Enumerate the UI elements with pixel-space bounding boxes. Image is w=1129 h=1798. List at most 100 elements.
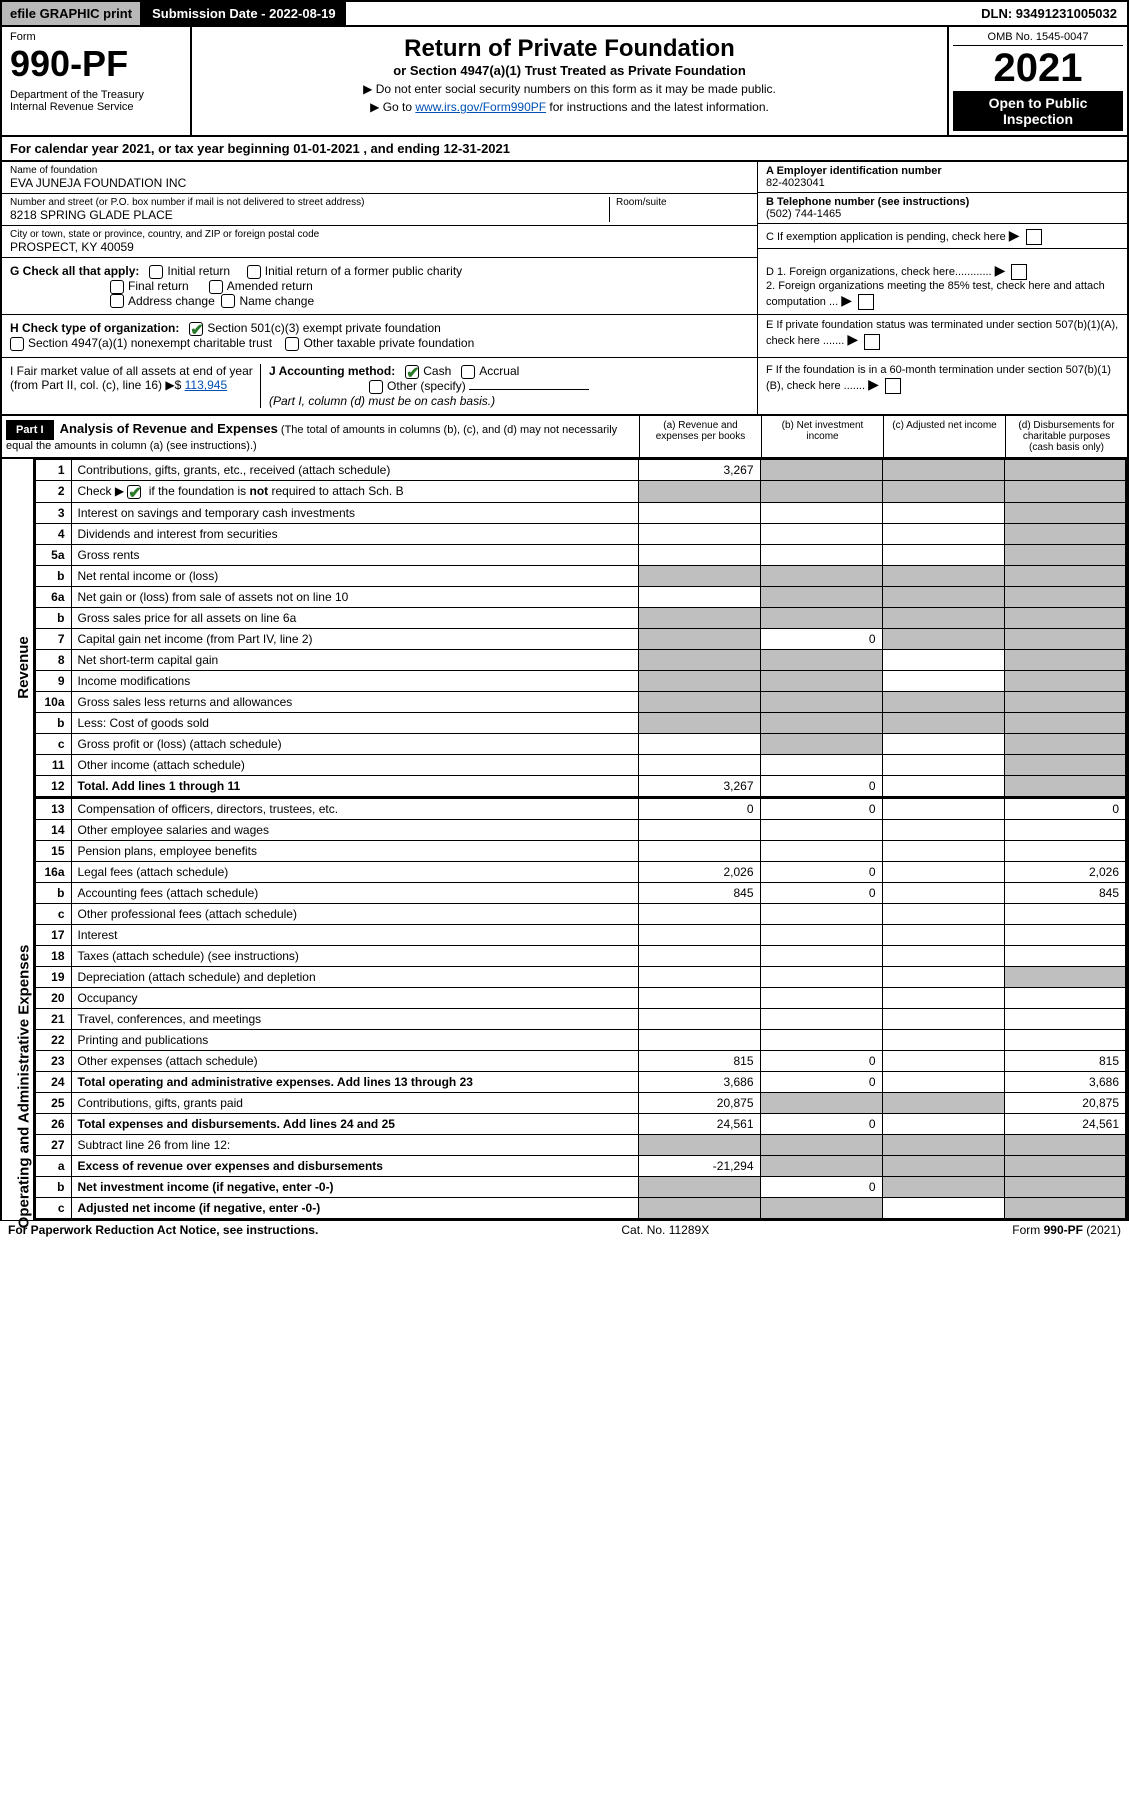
part1-title-cell: Part I Analysis of Revenue and Expenses …	[2, 416, 639, 457]
address-cell: Number and street (or P.O. box number if…	[2, 194, 757, 226]
c-checkbox[interactable]	[1026, 229, 1042, 245]
cb-accrual[interactable]	[461, 365, 475, 379]
row-25: 25Contributions, gifts, grants paid20,87…	[35, 1092, 1126, 1113]
row-6a: 6aNet gain or (loss) from sale of assets…	[35, 586, 1126, 607]
side-expenses-text: Operating and Administrative Expenses	[15, 944, 32, 1228]
row-27a: aExcess of revenue over expenses and dis…	[35, 1155, 1126, 1176]
cb-initial-return[interactable]	[149, 265, 163, 279]
i-value: 113,945	[185, 378, 228, 392]
form-subtitle: or Section 4947(a)(1) Trust Treated as P…	[200, 63, 939, 78]
row-4: 4Dividends and interest from securities	[35, 523, 1126, 544]
cb-cash[interactable]	[405, 365, 419, 379]
side-revenue-text: Revenue	[15, 636, 32, 699]
analysis-wrap: Revenue 1Contributions, gifts, grants, e…	[0, 459, 1129, 798]
cb-name-change[interactable]	[221, 294, 235, 308]
row-7: 7Capital gain net income (from Part IV, …	[35, 628, 1126, 649]
opt-addrchg: Address change	[128, 294, 215, 308]
form-title: Return of Private Foundation	[200, 35, 939, 63]
h-section: H Check type of organization: Section 50…	[2, 315, 757, 357]
row-22: 22Printing and publications	[35, 1029, 1126, 1050]
f-section: F If the foundation is in a 60-month ter…	[757, 358, 1127, 414]
info-grid: Name of foundation EVA JUNEJA FOUNDATION…	[0, 162, 1129, 258]
cb-schb[interactable]	[127, 485, 141, 499]
cb-address-change[interactable]	[110, 294, 124, 308]
row-15: 15Pension plans, employee benefits	[35, 840, 1126, 861]
dept-treasury: Department of the Treasury Internal Reve…	[10, 89, 182, 113]
cb-501c3[interactable]	[189, 322, 203, 336]
phone-value: (502) 744-1465	[766, 208, 841, 220]
cb-initial-former[interactable]	[247, 265, 261, 279]
room-label: Room/suite	[616, 197, 749, 208]
row-3: 3Interest on savings and temporary cash …	[35, 502, 1126, 523]
row-5b: bNet rental income or (loss)	[35, 565, 1126, 586]
row-14: 14Other employee salaries and wages	[35, 819, 1126, 840]
row-18: 18Taxes (attach schedule) (see instructi…	[35, 945, 1126, 966]
c-cell: C If exemption application is pending, c…	[758, 224, 1127, 249]
j-note: (Part I, column (d) must be on cash basi…	[269, 394, 495, 408]
page-footer: For Paperwork Reduction Act Notice, see …	[0, 1220, 1129, 1239]
opt-initial: Initial return	[167, 264, 230, 278]
footer-left: For Paperwork Reduction Act Notice, see …	[8, 1223, 318, 1237]
col-d-hdr: (d) Disbursements for charitable purpose…	[1005, 416, 1127, 457]
e-label: E If private foundation status was termi…	[766, 319, 1118, 347]
name-cell: Name of foundation EVA JUNEJA FOUNDATION…	[2, 162, 757, 194]
opt-namechg: Name change	[239, 294, 314, 308]
row-10a: 10aGross sales less returns and allowanc…	[35, 691, 1126, 712]
addr-value: 8218 SPRING GLADE PLACE	[10, 208, 609, 222]
row-1: 1Contributions, gifts, grants, etc., rec…	[35, 459, 1126, 480]
e-checkbox[interactable]	[864, 334, 880, 350]
row-11: 11Other income (attach schedule)	[35, 754, 1126, 775]
efile-print-button[interactable]: efile GRAPHIC print	[2, 2, 142, 25]
cb-other-taxable[interactable]	[285, 337, 299, 351]
cb-final-return[interactable]	[110, 280, 124, 294]
cb-amended[interactable]	[209, 280, 223, 294]
cb-other-method[interactable]	[369, 380, 383, 394]
row-12: 12Total. Add lines 1 through 113,2670	[35, 775, 1126, 797]
row-16c: cOther professional fees (attach schedul…	[35, 903, 1126, 924]
row-16a: 16aLegal fees (attach schedule)2,02602,0…	[35, 861, 1126, 882]
d2-checkbox[interactable]	[858, 294, 874, 310]
row-23: 23Other expenses (attach schedule)815081…	[35, 1050, 1126, 1071]
row-6b: bGross sales price for all assets on lin…	[35, 607, 1126, 628]
ein-cell: A Employer identification number 82-4023…	[758, 162, 1127, 193]
form-number: 990-PF	[10, 43, 182, 85]
form-word: Form	[10, 31, 182, 43]
d-section: D 1. Foreign organizations, check here..…	[757, 258, 1127, 314]
calendar-year-row: For calendar year 2021, or tax year begi…	[0, 137, 1129, 162]
opt-other-method: Other (specify)	[387, 379, 466, 393]
col-b-hdr: (b) Net investment income	[761, 416, 883, 457]
part1-header-row: Part I Analysis of Revenue and Expenses …	[0, 415, 1129, 459]
row-17: 17Interest	[35, 924, 1126, 945]
row-13: 13Compensation of officers, directors, t…	[35, 798, 1126, 819]
i-section: I Fair market value of all assets at end…	[10, 364, 260, 408]
row-8: 8Net short-term capital gain	[35, 649, 1126, 670]
g-d-row: G Check all that apply: Initial return I…	[0, 258, 1129, 315]
irs-link[interactable]: www.irs.gov/Form990PF	[415, 100, 546, 114]
ein-label: A Employer identification number	[766, 165, 942, 177]
row-26: 26Total expenses and disbursements. Add …	[35, 1113, 1126, 1134]
f-checkbox[interactable]	[885, 378, 901, 394]
phone-label: B Telephone number (see instructions)	[766, 196, 969, 208]
d1-checkbox[interactable]	[1011, 264, 1027, 280]
f-label: F If the foundation is in a 60-month ter…	[766, 364, 1111, 392]
city-cell: City or town, state or province, country…	[2, 226, 757, 258]
opt-final: Final return	[128, 279, 189, 293]
part1-badge: Part I	[6, 420, 54, 440]
cb-4947[interactable]	[10, 337, 24, 351]
d1-label: D 1. Foreign organizations, check here..…	[766, 266, 992, 278]
top-bar: efile GRAPHIC print Submission Date - 20…	[0, 0, 1129, 27]
expenses-wrap: Operating and Administrative Expenses 13…	[0, 798, 1129, 1220]
h-e-row: H Check type of organization: Section 50…	[0, 315, 1129, 358]
row-27b: bNet investment income (if negative, ent…	[35, 1176, 1126, 1197]
row-9: 9Income modifications	[35, 670, 1126, 691]
opt-4947: Section 4947(a)(1) nonexempt charitable …	[28, 336, 272, 350]
side-revenue: Revenue	[2, 459, 34, 798]
footer-mid: Cat. No. 11289X	[621, 1223, 709, 1237]
tax-year: 2021	[953, 46, 1123, 91]
row-16b: bAccounting fees (attach schedule)845084…	[35, 882, 1126, 903]
open-to-public: Open to Public Inspection	[953, 91, 1123, 131]
dln-label: DLN: 93491231005032	[971, 2, 1127, 25]
row-2: 2Check ▶ if the foundation is not requir…	[35, 480, 1126, 502]
row-10c: cGross profit or (loss) (attach schedule…	[35, 733, 1126, 754]
d2-label: 2. Foreign organizations meeting the 85%…	[766, 280, 1105, 308]
